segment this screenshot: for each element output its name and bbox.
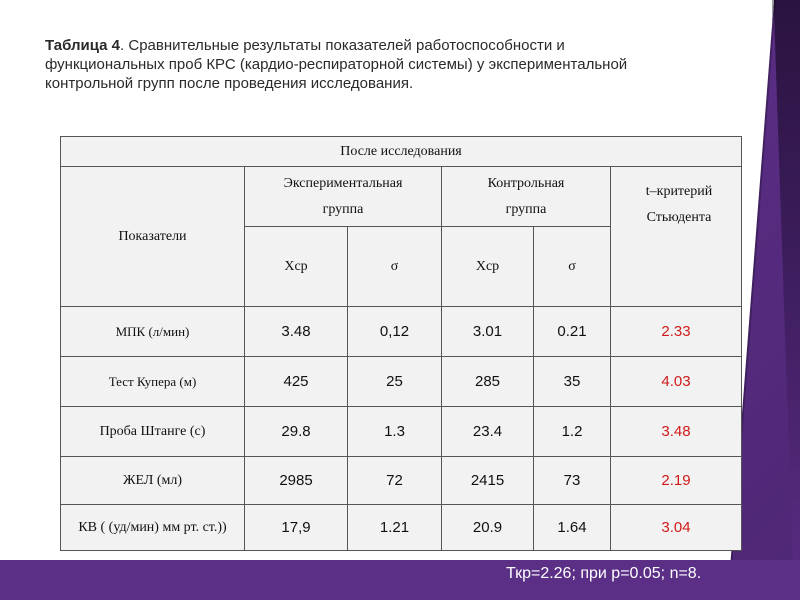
critical-value-note: Ткр=2.26; при р=0.05; n=8. bbox=[506, 565, 702, 582]
exp-sigma: 1.3 bbox=[347, 406, 442, 457]
table-row: Тест Купера (м) 425 25 285 35 4.03 bbox=[60, 356, 742, 407]
exp-sigma: 72 bbox=[347, 456, 442, 505]
exp-sigma: 25 bbox=[347, 356, 442, 407]
exp-mean: 3.48 bbox=[244, 306, 348, 357]
ctl-mean: 3.01 bbox=[441, 306, 534, 357]
exp-mean: 17,9 bbox=[244, 504, 348, 551]
experimental-group-header: Экспериментальная группа bbox=[244, 166, 442, 227]
table-row: КВ ( (уд/мин) мм рт. ст.)) 17,9 1.21 20.… bbox=[60, 504, 742, 551]
ctl-sigma: 1.2 bbox=[533, 406, 611, 457]
slide-title: Таблица 4. Сравнительные результаты пока… bbox=[45, 36, 685, 93]
exp-sigma: 1.21 bbox=[347, 504, 442, 551]
ctl-xcp-header: Xср bbox=[441, 226, 534, 307]
bottom-strip bbox=[0, 560, 800, 600]
ctl-mean: 20.9 bbox=[441, 504, 534, 551]
t-value: 2.19 bbox=[610, 456, 742, 505]
exp-mean: 2985 bbox=[244, 456, 348, 505]
exp-sigma-header: σ bbox=[347, 226, 442, 307]
results-table: После исследования Показатели Эксперимен… bbox=[60, 136, 742, 551]
exp-mean: 425 bbox=[244, 356, 348, 407]
ctl-sigma: 73 bbox=[533, 456, 611, 505]
ctl-sigma: 0.21 bbox=[533, 306, 611, 357]
control-group-header: Контрольная группа bbox=[441, 166, 611, 227]
after-study-header: После исследования bbox=[60, 136, 742, 167]
row-label: Проба Штанге (с) bbox=[60, 406, 245, 457]
ctl-mean: 2415 bbox=[441, 456, 534, 505]
ctl-sigma: 1.64 bbox=[533, 504, 611, 551]
table-row: Проба Штанге (с) 29.8 1.3 23.4 1.2 3.48 bbox=[60, 406, 742, 457]
table-row: МПК (л/мин) 3.48 0,12 3.01 0.21 2.33 bbox=[60, 306, 742, 357]
table-number: Таблица 4 bbox=[45, 37, 121, 54]
indicators-header: Показатели bbox=[60, 166, 245, 307]
row-label: КВ ( (уд/мин) мм рт. ст.)) bbox=[60, 504, 245, 551]
ctl-mean: 23.4 bbox=[441, 406, 534, 457]
results-table-wrap: После исследования Показатели Эксперимен… bbox=[60, 136, 742, 551]
ctl-mean: 285 bbox=[441, 356, 534, 407]
exp-mean: 29.8 bbox=[244, 406, 348, 457]
row-label: ЖЕЛ (мл) bbox=[60, 456, 245, 505]
table-row: ЖЕЛ (мл) 2985 72 2415 73 2.19 bbox=[60, 456, 742, 505]
t-value: 2.33 bbox=[610, 306, 742, 357]
row-label: Тест Купера (м) bbox=[60, 356, 245, 407]
title-text: . Сравнительные результаты показателей р… bbox=[45, 37, 628, 92]
t-value: 3.04 bbox=[610, 504, 742, 551]
row-label: МПК (л/мин) bbox=[60, 306, 245, 357]
t-value: 3.48 bbox=[610, 406, 742, 457]
ctl-sigma-header: σ bbox=[533, 226, 611, 307]
t-value: 4.03 bbox=[610, 356, 742, 407]
ctl-sigma: 35 bbox=[533, 356, 611, 407]
exp-xcp-header: Xср bbox=[244, 226, 348, 307]
exp-sigma: 0,12 bbox=[347, 306, 442, 357]
t-criterion-header: t–критерий Стьюдента bbox=[610, 166, 742, 307]
